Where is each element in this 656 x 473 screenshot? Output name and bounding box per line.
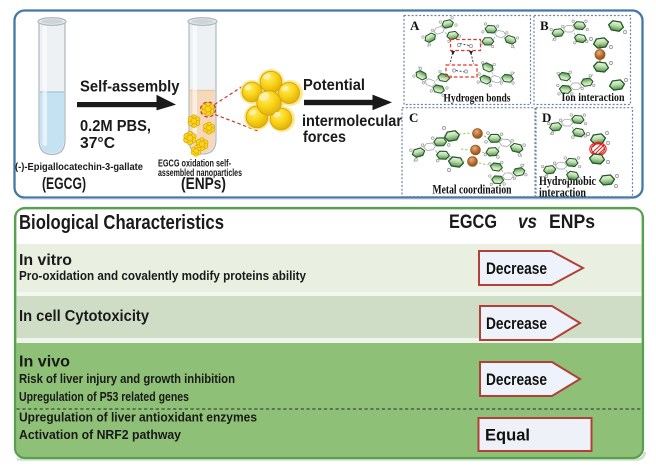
svg-text:Decrease: Decrease (486, 314, 547, 333)
svg-text:(EGCG): (EGCG) (42, 174, 86, 193)
svg-text:Equal: Equal (485, 427, 530, 445)
svg-text:C: C (409, 110, 418, 125)
svg-text:A: A (410, 18, 420, 33)
svg-text:EGCG: EGCG (449, 212, 497, 233)
svg-text:D: D (542, 110, 551, 125)
svg-text:(-)-Epigallocatechin-3-gallate: (-)-Epigallocatechin-3-gallate (15, 161, 143, 173)
svg-text:EGCG oxidation self-: EGCG oxidation self- (158, 159, 231, 170)
svg-text:assembled nanoparticles: assembled nanoparticles (158, 168, 242, 179)
svg-text:Decrease: Decrease (486, 370, 547, 389)
svg-text:In vivo: In vivo (19, 354, 70, 371)
svg-text:Decrease: Decrease (486, 259, 547, 278)
svg-text:Potential: Potential (303, 77, 365, 94)
svg-text:vs: vs (518, 212, 537, 233)
svg-text:Biological Characteristics: Biological Characteristics (19, 212, 224, 234)
svg-text:B: B (540, 18, 549, 33)
svg-text:Pro-oxidation and covalently m: Pro-oxidation and covalently modify prot… (19, 269, 306, 283)
svg-text:interaction: interaction (539, 185, 587, 200)
svg-text:Upregulation of P53 related ge: Upregulation of P53 related genes (19, 390, 189, 404)
svg-text:Metal coordination: Metal coordination (433, 183, 512, 197)
svg-text:Self-assembly: Self-assembly (80, 79, 180, 96)
svg-text:In cell Cytotoxicity: In cell Cytotoxicity (19, 308, 149, 325)
svg-text:intermolecular: intermolecular (302, 113, 402, 130)
svg-text:forces: forces (303, 129, 346, 146)
svg-text:Upregulation of liver antioxid: Upregulation of liver antioxidant enzyme… (19, 411, 257, 425)
svg-text:Ion interaction: Ion interaction (562, 90, 625, 104)
svg-text:Hydrogen bonds: Hydrogen bonds (444, 91, 511, 105)
svg-text:37°C: 37°C (80, 135, 115, 152)
svg-text:In vitro: In vitro (19, 252, 72, 269)
svg-text:Activation of NRF2 pathway: Activation of NRF2 pathway (19, 428, 181, 442)
svg-text:Risk of liver injury and growt: Risk of liver injury and growth inhibiti… (19, 372, 235, 386)
svg-text:(ENPs): (ENPs) (181, 174, 226, 193)
svg-text:0.2M PBS,: 0.2M PBS, (80, 118, 151, 135)
svg-text:ENPs: ENPs (549, 212, 595, 233)
